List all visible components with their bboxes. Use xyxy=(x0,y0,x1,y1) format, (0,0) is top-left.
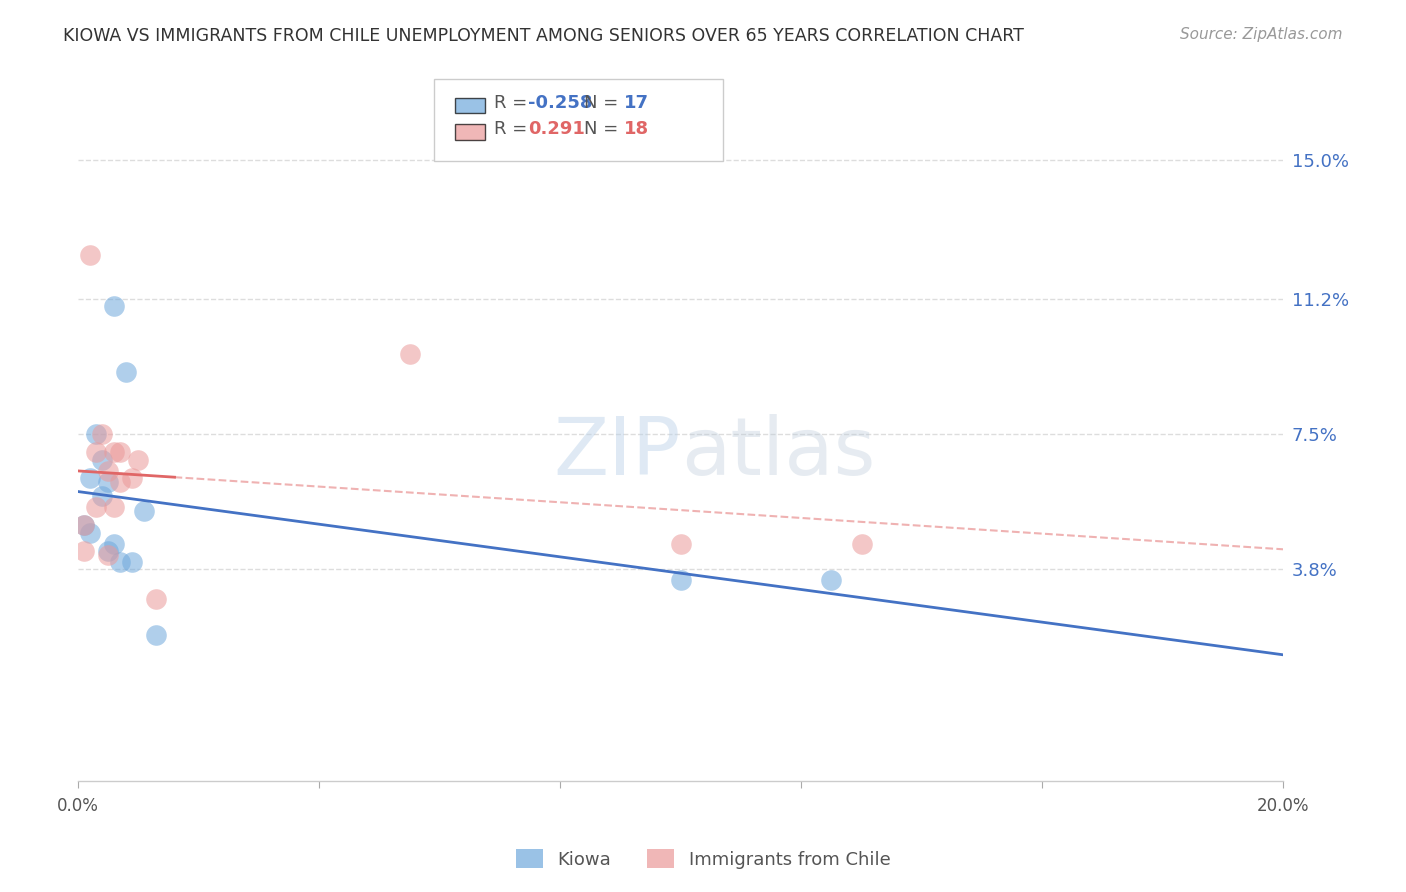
Point xyxy=(79,471,101,485)
Point xyxy=(103,537,125,551)
Point xyxy=(669,537,692,551)
Text: R =: R = xyxy=(494,95,533,112)
FancyBboxPatch shape xyxy=(456,98,485,113)
Text: N =: N = xyxy=(585,120,624,138)
Point xyxy=(115,365,138,379)
Point xyxy=(669,574,692,588)
Point xyxy=(97,475,120,489)
Point xyxy=(97,548,120,562)
Point xyxy=(103,500,125,515)
Point xyxy=(97,544,120,558)
Point xyxy=(79,525,101,540)
Point xyxy=(121,555,143,569)
Text: ZIP: ZIP xyxy=(554,415,681,492)
FancyBboxPatch shape xyxy=(456,124,485,140)
Point xyxy=(103,299,125,313)
Point xyxy=(91,452,114,467)
Point xyxy=(97,464,120,478)
Point xyxy=(851,537,873,551)
Point xyxy=(79,248,101,262)
Text: 17: 17 xyxy=(624,95,650,112)
Text: Source: ZipAtlas.com: Source: ZipAtlas.com xyxy=(1180,27,1343,42)
Point xyxy=(145,628,167,642)
Text: N =: N = xyxy=(585,95,624,112)
Point xyxy=(91,489,114,503)
Text: R =: R = xyxy=(494,120,538,138)
Point xyxy=(110,445,132,459)
Text: 0.291: 0.291 xyxy=(527,120,585,138)
Point xyxy=(73,544,96,558)
Point xyxy=(398,346,420,360)
Point xyxy=(84,427,107,442)
Point xyxy=(84,445,107,459)
Point xyxy=(134,504,156,518)
Point xyxy=(73,518,96,533)
FancyBboxPatch shape xyxy=(433,79,723,161)
Point xyxy=(127,452,149,467)
Point xyxy=(73,518,96,533)
Point xyxy=(110,475,132,489)
Point xyxy=(103,445,125,459)
Point xyxy=(84,500,107,515)
Text: 18: 18 xyxy=(624,120,650,138)
Text: atlas: atlas xyxy=(681,415,875,492)
Text: KIOWA VS IMMIGRANTS FROM CHILE UNEMPLOYMENT AMONG SENIORS OVER 65 YEARS CORRELAT: KIOWA VS IMMIGRANTS FROM CHILE UNEMPLOYM… xyxy=(63,27,1024,45)
Point xyxy=(145,591,167,606)
Point xyxy=(91,427,114,442)
Point xyxy=(820,574,842,588)
Point xyxy=(121,471,143,485)
Legend: Kiowa, Immigrants from Chile: Kiowa, Immigrants from Chile xyxy=(509,842,897,876)
Text: -0.258: -0.258 xyxy=(527,95,592,112)
Point xyxy=(110,555,132,569)
